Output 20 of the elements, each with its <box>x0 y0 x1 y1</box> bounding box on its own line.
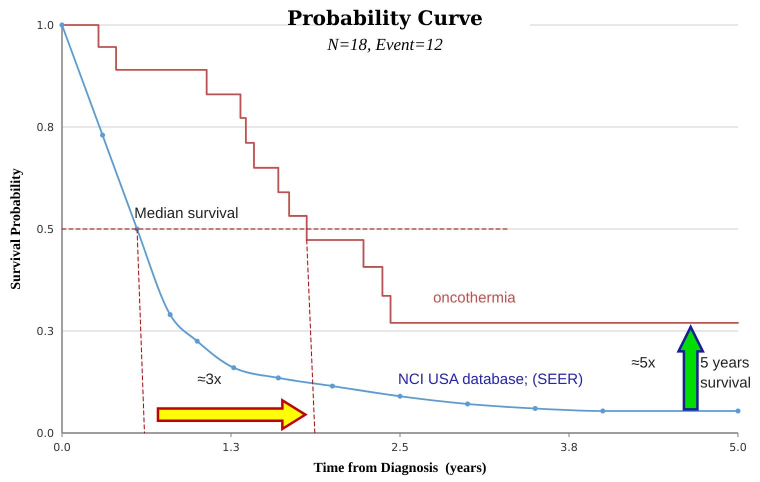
chart-title: Probability Curve <box>287 6 483 30</box>
x-tick-label: 0.0 <box>53 441 71 454</box>
y-axis-title: Survival Probability <box>9 168 24 290</box>
y-tick-label: 0.5 <box>36 223 54 236</box>
y-tick-label: 0.0 <box>36 427 54 440</box>
annotation: 5 years survival <box>700 354 752 392</box>
x-tick-label: 5.0 <box>729 441 747 454</box>
annotation: Median survival <box>134 204 238 222</box>
y-tick-label: 0.8 <box>36 121 54 134</box>
series-label: oncothermia <box>433 289 516 306</box>
x-tick-label: 2.5 <box>391 441 409 454</box>
x-tick-label: 1.3 <box>222 441 240 454</box>
annotation: ≈5x <box>631 354 656 372</box>
annotation: ≈3x <box>197 371 222 388</box>
series-label: NCI USA database; (SEER) <box>398 371 584 388</box>
x-tick-label: 3.8 <box>560 441 578 454</box>
text: N=18, Event=12 <box>326 35 444 54</box>
x-axis-title: Time from Diagnosis (years) <box>314 461 487 476</box>
y-tick-label: 0.3 <box>36 325 54 338</box>
y-tick-label: 1.0 <box>36 19 54 32</box>
